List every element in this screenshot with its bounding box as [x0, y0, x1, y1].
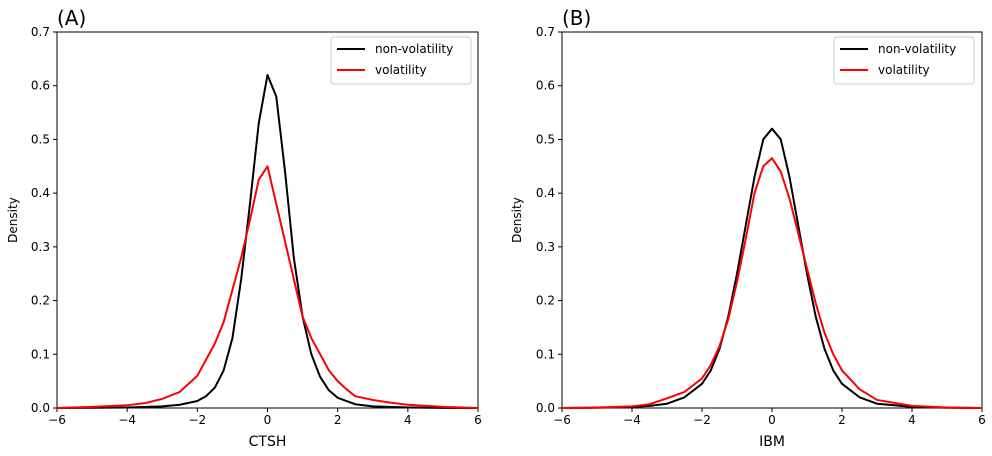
- series-line-volatility: [56, 165, 479, 409]
- y-tick-label: 0.2: [31, 294, 50, 308]
- series-lines: [561, 127, 983, 409]
- y-tick-label: 0.7: [536, 25, 555, 39]
- x-tick-label: 6: [474, 413, 482, 427]
- y-axis-ticks: 0.0 0.1 0.2 0.3 0.4 0.5 0.6 0.7: [536, 25, 562, 415]
- panel-a: (A) −6 −4 −2 0 2 4 6 0.00.10.20.30.40.50.60.7 …: [6, 6, 482, 450]
- x-tick-label: −4: [623, 413, 641, 427]
- x-tick-label: 4: [404, 413, 412, 427]
- x-axis-label: CTSH: [249, 434, 287, 450]
- x-axis-label: IBM: [759, 434, 785, 450]
- x-tick-label: −4: [118, 413, 136, 427]
- y-tick-label: 0.1: [31, 347, 50, 361]
- legend-label-non-volatility: non-volatility: [878, 42, 956, 56]
- series-line-non-volatility: [56, 73, 479, 409]
- y-axis-label: Density: [510, 197, 524, 243]
- y-tick-label: 0.2: [536, 294, 555, 308]
- y-tick-label: 0.3: [536, 240, 555, 254]
- x-tick-label: −2: [693, 413, 711, 427]
- panel-label: (A): [57, 6, 86, 30]
- y-tick-label: 0.4: [31, 186, 50, 200]
- y-tick-label: 0.0: [31, 401, 50, 415]
- legend-label-volatility: volatility: [375, 63, 427, 77]
- y-tick-label: 0.1: [536, 347, 555, 361]
- panel-b: (B) −6 −4 −2 0 2 4 6 0.00.10.20.30.40.50.60.7 …: [510, 6, 986, 450]
- x-axis-ticks: −6 −4 −2 0 2 4 6: [48, 408, 482, 427]
- series-line-non-volatility: [561, 127, 983, 409]
- legend: non-volatility volatility: [833, 36, 975, 85]
- x-tick-label: −6: [48, 413, 66, 427]
- legend-label-volatility: volatility: [878, 63, 930, 77]
- y-tick-label: 0.7: [31, 25, 50, 39]
- y-tick-label: 0.4: [536, 186, 555, 200]
- y-tick-label: 0.5: [536, 132, 555, 146]
- y-axis-label: Density: [6, 197, 20, 243]
- legend: non-volatility volatility: [330, 36, 472, 85]
- panel-label: (B): [562, 6, 591, 30]
- x-tick-label: −6: [553, 413, 571, 427]
- y-tick-label: 0.0: [536, 401, 555, 415]
- legend-frame: [330, 36, 472, 85]
- y-tick-label: 0.6: [31, 79, 50, 93]
- legend-frame: [833, 36, 975, 85]
- y-tick-label: 0.6: [536, 79, 555, 93]
- x-tick-label: 0: [768, 413, 776, 427]
- x-tick-label: 4: [908, 413, 916, 427]
- y-axis-ticks: 0.0 0.1 0.2 0.3 0.4 0.5 0.6 0.7: [31, 25, 57, 415]
- legend-label-non-volatility: non-volatility: [375, 42, 453, 56]
- x-axis-ticks: −6 −4 −2 0 2 4 6: [553, 408, 986, 427]
- plot-area-frame: [56, 31, 479, 409]
- series-lines: [56, 73, 479, 409]
- x-tick-label: 0: [264, 413, 272, 427]
- plot-area-frame: [561, 31, 983, 409]
- x-tick-label: 6: [978, 413, 986, 427]
- x-tick-label: −2: [188, 413, 206, 427]
- y-tick-label: 0.5: [31, 132, 50, 146]
- y-tick-label: 0.3: [31, 240, 50, 254]
- x-tick-label: 2: [838, 413, 846, 427]
- x-tick-label: 2: [334, 413, 342, 427]
- series-line-volatility: [561, 157, 983, 409]
